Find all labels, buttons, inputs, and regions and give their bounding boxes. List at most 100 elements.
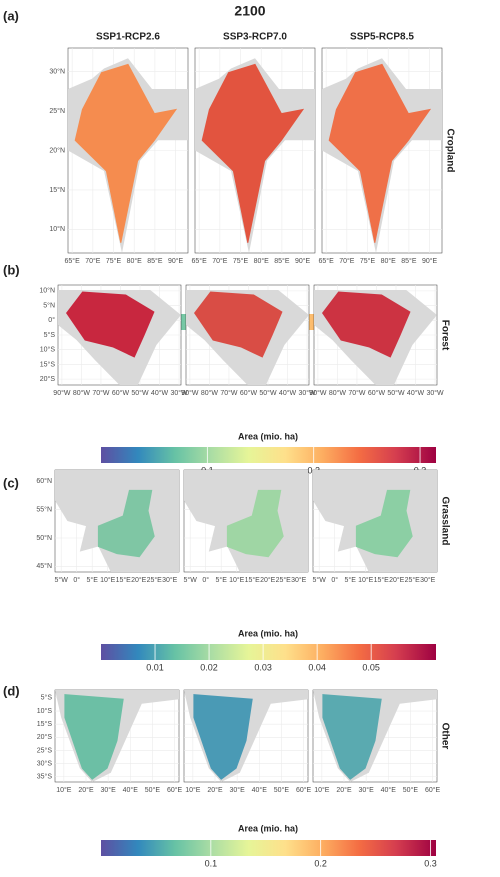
y-tick-label: 20°S <box>37 733 53 741</box>
panel-label: (d) <box>3 683 20 698</box>
x-tick-label: 90°E <box>168 257 184 265</box>
region-shape <box>328 63 432 243</box>
x-tick-label: 5°W <box>55 576 69 584</box>
x-tick-label: 75°E <box>106 257 122 265</box>
colorbar-tick-label: 0.04 <box>308 662 326 672</box>
panel-label: (a) <box>3 8 19 23</box>
colorbar-tick-label: 0.02 <box>200 662 218 672</box>
x-tick-label: 80°E <box>254 257 270 265</box>
x-tick-label: 30°E <box>162 576 178 584</box>
x-tick-label: 20°E <box>131 576 147 584</box>
y-tick-label: 0° <box>48 316 55 324</box>
colorbar-tick-label: 0.1 <box>205 858 218 868</box>
y-tick-label: 10°S <box>40 346 56 354</box>
colorbar-tick-label: 0.01 <box>146 662 164 672</box>
row-label: Grassland <box>439 497 450 546</box>
row-label: Cropland <box>444 129 455 173</box>
x-tick-label: 15°E <box>374 576 390 584</box>
colorbar-tick-label: 0.03 <box>254 662 272 672</box>
region-shape <box>64 694 124 780</box>
y-tick-label: 5°S <box>41 694 53 702</box>
x-tick-label: 10°E <box>56 786 72 794</box>
x-tick-label: 30°E <box>230 786 246 794</box>
x-tick-label: 30°E <box>291 576 307 584</box>
x-tick-label: 70°W <box>92 389 110 397</box>
colorbar <box>101 840 436 856</box>
x-tick-label: 5°E <box>345 576 357 584</box>
x-tick-label: 10°E <box>358 576 374 584</box>
x-tick-label: 0° <box>331 576 338 584</box>
y-tick-label: 60°N <box>36 477 52 485</box>
y-tick-label: 25°S <box>37 746 53 754</box>
y-tick-label: 30°N <box>49 67 65 75</box>
x-tick-label: 20°E <box>78 786 94 794</box>
x-tick-label: 80°E <box>381 257 397 265</box>
x-tick-label: 85°E <box>274 257 290 265</box>
x-tick-label: 40°W <box>407 389 425 397</box>
region-shape <box>65 291 155 358</box>
y-tick-label: 45°N <box>36 562 52 570</box>
x-tick-label: 85°E <box>401 257 417 265</box>
x-tick-label: 30°E <box>359 786 375 794</box>
x-tick-label: 20°E <box>207 786 223 794</box>
region-shape <box>193 694 253 780</box>
y-tick-label: 50°N <box>36 534 52 542</box>
x-tick-label: 85°E <box>147 257 163 265</box>
y-tick-label: 10°S <box>37 707 53 715</box>
x-tick-label: 10°E <box>100 576 116 584</box>
x-tick-label: 30°W <box>426 389 444 397</box>
y-tick-label: 35°S <box>37 773 53 781</box>
colorbar-tick-label: 0.2 <box>314 858 327 868</box>
row-label: Forest <box>439 320 450 351</box>
x-tick-label: 40°E <box>123 786 139 794</box>
y-tick-label: 15°S <box>37 720 53 728</box>
x-tick-label: 90°E <box>422 257 438 265</box>
y-tick-label: 10°N <box>49 225 65 233</box>
colorbar <box>101 447 436 463</box>
region-shape <box>74 63 178 243</box>
x-tick-label: 50°E <box>145 786 161 794</box>
x-tick-label: 70°E <box>212 257 228 265</box>
x-tick-label: 80°W <box>329 389 347 397</box>
region-shape <box>355 489 413 558</box>
x-tick-label: 50°W <box>131 389 149 397</box>
x-tick-label: 60°W <box>240 389 258 397</box>
x-tick-label: 25°E <box>276 576 292 584</box>
x-tick-label: 20°E <box>389 576 405 584</box>
y-tick-label: 15°S <box>40 360 56 368</box>
figure-title: 2100 <box>234 3 265 19</box>
x-tick-label: 65°E <box>65 257 81 265</box>
x-tick-label: 30°E <box>420 576 436 584</box>
colorbar-tick-label: 0.3 <box>424 858 437 868</box>
x-tick-label: 5°E <box>87 576 99 584</box>
x-tick-label: 30°W <box>298 389 316 397</box>
region-shape <box>97 489 155 558</box>
column-header: SSP3-RCP7.0 <box>223 32 287 43</box>
x-tick-label: 65°E <box>192 257 208 265</box>
x-tick-label: 0° <box>202 576 209 584</box>
x-tick-label: 50°W <box>259 389 277 397</box>
x-tick-label: 40°W <box>279 389 297 397</box>
x-tick-label: 15°E <box>245 576 261 584</box>
x-tick-label: 5°W <box>313 576 327 584</box>
row-label: Other <box>439 723 450 750</box>
x-tick-label: 65°E <box>319 257 335 265</box>
x-tick-label: 10°E <box>229 576 245 584</box>
colorbar-title: Area (mio. ha) <box>238 628 298 638</box>
colorbar <box>101 644 436 660</box>
x-tick-label: 5°W <box>184 576 198 584</box>
x-tick-label: 90°W <box>309 389 327 397</box>
y-tick-label: 10°N <box>39 287 55 295</box>
panel-label: (c) <box>3 475 19 490</box>
y-tick-label: 25°N <box>49 107 65 115</box>
x-tick-label: 20°E <box>336 786 352 794</box>
y-tick-label: 15°N <box>49 186 65 194</box>
x-tick-label: 40°E <box>381 786 397 794</box>
column-header: SSP1-RCP2.6 <box>96 32 160 43</box>
y-tick-label: 5°N <box>43 301 55 309</box>
x-tick-label: 25°E <box>147 576 163 584</box>
region-shape <box>226 489 284 558</box>
x-tick-label: 10°E <box>314 786 330 794</box>
x-tick-label: 15°E <box>116 576 132 584</box>
